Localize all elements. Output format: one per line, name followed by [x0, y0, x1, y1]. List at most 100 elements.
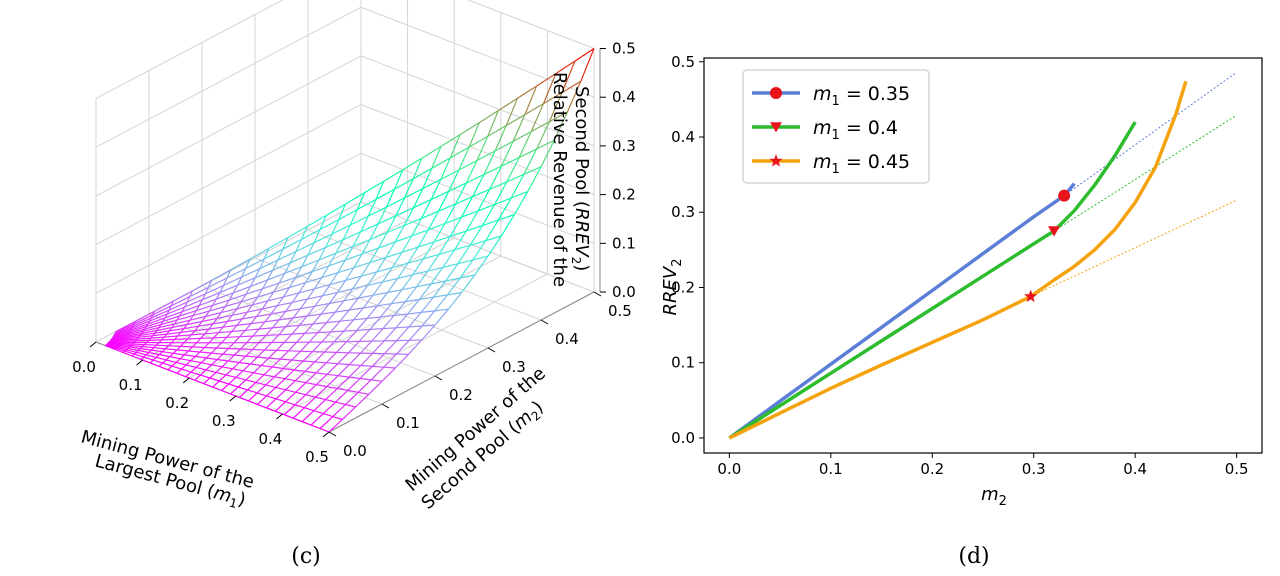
surface-mesh-line [387, 289, 403, 294]
surface-mesh-line [306, 214, 327, 228]
surface-mesh-line [205, 369, 217, 373]
surface-mesh-line [115, 347, 125, 352]
surface-mesh-line [422, 178, 442, 190]
surface-mesh-line [294, 369, 306, 372]
surface-mesh-line [128, 328, 146, 334]
surface-mesh-line [450, 146, 470, 159]
surface-mesh-line [299, 315, 308, 326]
surface-mesh-line [275, 386, 286, 391]
surface-mesh-line [498, 213, 515, 221]
surface-mesh-line [357, 379, 372, 393]
surface-plot-panel: 0.0 0.1 0.2 0.3 0.4 0.5 0.0 0.1 0.2 0.3 0.4 0.5 0.… [72, 0, 636, 569]
x-tick-mark [182, 377, 190, 384]
surface-mesh-line [222, 353, 235, 356]
surface-mesh-line [205, 310, 210, 317]
surface-mesh-line [328, 259, 346, 267]
surface-mesh-line [298, 288, 315, 294]
surface-mesh-line [236, 276, 243, 286]
surface-mesh-line [254, 269, 273, 279]
surface-mesh-line [345, 267, 355, 281]
surface-mesh-line [127, 347, 139, 351]
surface-mesh-line [267, 270, 274, 281]
surface-mesh-line [283, 404, 296, 416]
surface-mesh-line [396, 326, 410, 342]
surface-mesh-line [328, 419, 343, 433]
surface-mesh-line [154, 330, 170, 334]
surface-mesh-line [360, 215, 369, 233]
surface-mesh-line [345, 403, 356, 408]
surface-mesh-line [142, 346, 154, 349]
wall-gridline [95, 6, 362, 148]
surface-mesh-line [166, 359, 177, 363]
surface-mesh-line [386, 197, 405, 208]
surface-mesh-line [382, 277, 398, 283]
surface-mesh-line [312, 322, 327, 325]
surface-mesh-line [352, 238, 371, 247]
surface-mesh-line [288, 277, 297, 288]
surface-mesh-line [449, 134, 461, 159]
surface-mesh-line [367, 271, 378, 286]
surface-mesh-line [264, 342, 273, 351]
surface-mesh-line [404, 217, 422, 227]
surface-mesh-line [234, 354, 246, 357]
surface-mesh-line [164, 335, 178, 338]
y-tick-label: 0.2 [671, 278, 695, 296]
surface-mesh-line [326, 320, 341, 324]
surface-mesh-line [313, 229, 321, 244]
surface-mesh-line [402, 157, 423, 171]
surface-mesh-line [279, 350, 289, 360]
surface-mesh-line [176, 368, 182, 374]
surface-mesh-line [401, 235, 413, 253]
surface-mesh-line [270, 305, 278, 315]
surface-mesh-line [407, 311, 422, 315]
wall-gridline [360, 152, 595, 244]
surface-mesh-line [245, 349, 253, 357]
legend-label-1: m1 = 0.35 [813, 83, 910, 109]
surface-mesh-line [114, 325, 134, 335]
surface-mesh-line [124, 336, 139, 340]
surface-mesh-line [359, 377, 372, 381]
surface-mesh-line [285, 389, 296, 393]
surface-mesh-line [311, 259, 320, 272]
surface-mesh-line [330, 330, 344, 333]
wall-gridline [95, 104, 362, 246]
surface-mesh-line [233, 336, 241, 344]
surface-mesh-line [476, 136, 489, 161]
surface-mesh-line [232, 368, 244, 372]
surface-mesh-line [469, 225, 483, 246]
surface-mesh-line [385, 251, 403, 259]
surface-mesh-line [267, 291, 274, 302]
surface-mesh-line [430, 190, 449, 201]
surface-mesh-line [162, 359, 167, 364]
wall-gridline [95, 55, 362, 197]
surface-mesh-line [206, 357, 218, 361]
surface-mesh-line [189, 286, 209, 298]
surface-mesh-line [107, 343, 119, 346]
surface-mesh-line [395, 313, 409, 329]
surface-mesh-line [487, 235, 502, 257]
surface-mesh-line [312, 265, 329, 273]
surface-mesh-line [391, 251, 403, 268]
surface-mesh-line [420, 296, 434, 313]
x-axis-ticks: 0.0 0.1 0.2 0.3 0.4 0.5 [72, 341, 330, 466]
surface-mesh-line [167, 369, 178, 374]
surface-mesh-line [152, 359, 163, 364]
surface-mesh-line [385, 241, 396, 258]
surface-mesh-line [331, 224, 351, 235]
surface-mesh-line [294, 404, 305, 409]
surface-mesh-line [200, 357, 207, 364]
surface-mesh-line [225, 368, 234, 376]
surface-mesh-line [256, 288, 264, 298]
surface-mesh-line [229, 293, 247, 301]
surface-mesh-line [392, 262, 409, 269]
surface-mesh-line [194, 351, 201, 357]
surface-mesh-line [307, 313, 322, 317]
surface-mesh-line [285, 317, 294, 327]
surface-mesh-line [245, 372, 254, 381]
surface-mesh-line [265, 384, 276, 388]
surface-mesh-line [148, 339, 162, 341]
surface-mesh-line [412, 258, 424, 276]
y-tick-label: 0.0 [671, 429, 695, 447]
surface-mesh-line [314, 351, 325, 363]
surface-z-axis-label-line2: Second Pool (RREV2) [569, 86, 592, 271]
